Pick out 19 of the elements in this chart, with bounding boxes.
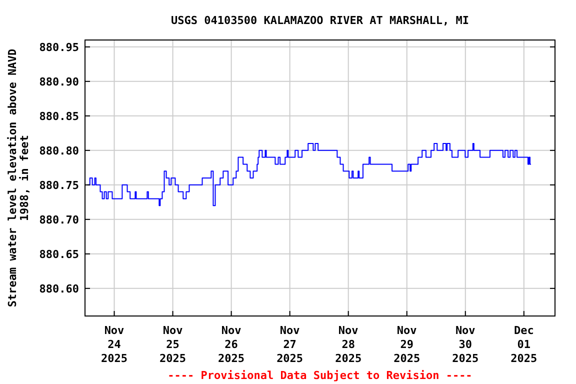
x-tick-label: Nov 24 2025 <box>101 324 128 365</box>
y-tick-label: 880.70 <box>39 213 79 226</box>
x-tick-label: Nov 29 2025 <box>394 324 420 365</box>
y-axis-title: Stream water level elevation above NAVD 1988, in feet <box>6 48 31 308</box>
y-tick-label: 880.65 <box>39 248 79 261</box>
y-tick-label: 880.80 <box>39 144 79 158</box>
y-tick-label: 880.60 <box>39 282 79 296</box>
x-tick-label: Nov 30 2025 <box>452 324 479 365</box>
x-tick-label: Dec 01 2025 <box>510 324 538 365</box>
y-tick-label: 880.95 <box>39 40 79 54</box>
y-tick-label: 880.75 <box>39 178 79 192</box>
x-tick-label: Nov 27 2025 <box>276 324 304 365</box>
x-tick-label: Nov 28 2025 <box>335 324 362 365</box>
text: ---- Provisional Data Subject to Revision ---- <box>168 369 472 382</box>
x-tick-label: Nov 26 2025 <box>218 324 245 365</box>
y-tick-label: 880.85 <box>39 110 79 123</box>
x-tick-label: Nov 25 2025 <box>160 324 186 365</box>
chart-title: USGS 04103500 KALAMAZOO RIVER AT MARSHALL, MI <box>170 14 470 27</box>
y-tick-label: 880.90 <box>39 75 79 88</box>
